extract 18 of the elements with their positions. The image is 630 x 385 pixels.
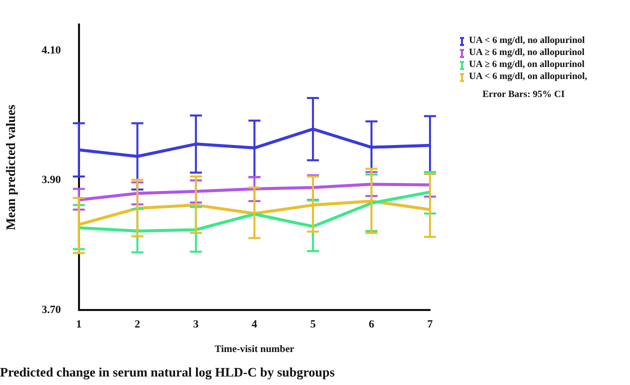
x-tick-label: 4	[252, 318, 258, 331]
y-tick-label: 3.70	[42, 304, 62, 316]
y-tick-label: 3.90	[42, 174, 62, 186]
x-tick-label: 1	[76, 318, 82, 331]
y-axis-title: Mean predicted values	[3, 104, 18, 230]
x-axis-title: Time-visit number	[214, 344, 295, 355]
y-tick-label: 4.10	[42, 44, 62, 56]
legend-label: UA < 6 mg/dl, on allopurinol,	[469, 72, 588, 82]
x-tick-label: 2	[134, 318, 141, 331]
text: Error Bars: 95% CI	[481, 90, 566, 100]
legend-label: UA ≥ 6 mg/dl, no allopurinol	[469, 48, 585, 58]
x-tick-label: 6	[368, 318, 375, 331]
legend-label: UA ≥ 6 mg/dl, on allopurinol	[469, 60, 585, 70]
legend-label: UA < 6 mg/dl, no allopurinol	[469, 36, 585, 46]
x-tick-label: 7	[427, 318, 434, 331]
x-tick-label: 5	[310, 318, 316, 331]
text: Predicted change in serum natural log HLD-C by subgroups	[0, 364, 335, 380]
x-tick-label: 3	[193, 318, 200, 331]
